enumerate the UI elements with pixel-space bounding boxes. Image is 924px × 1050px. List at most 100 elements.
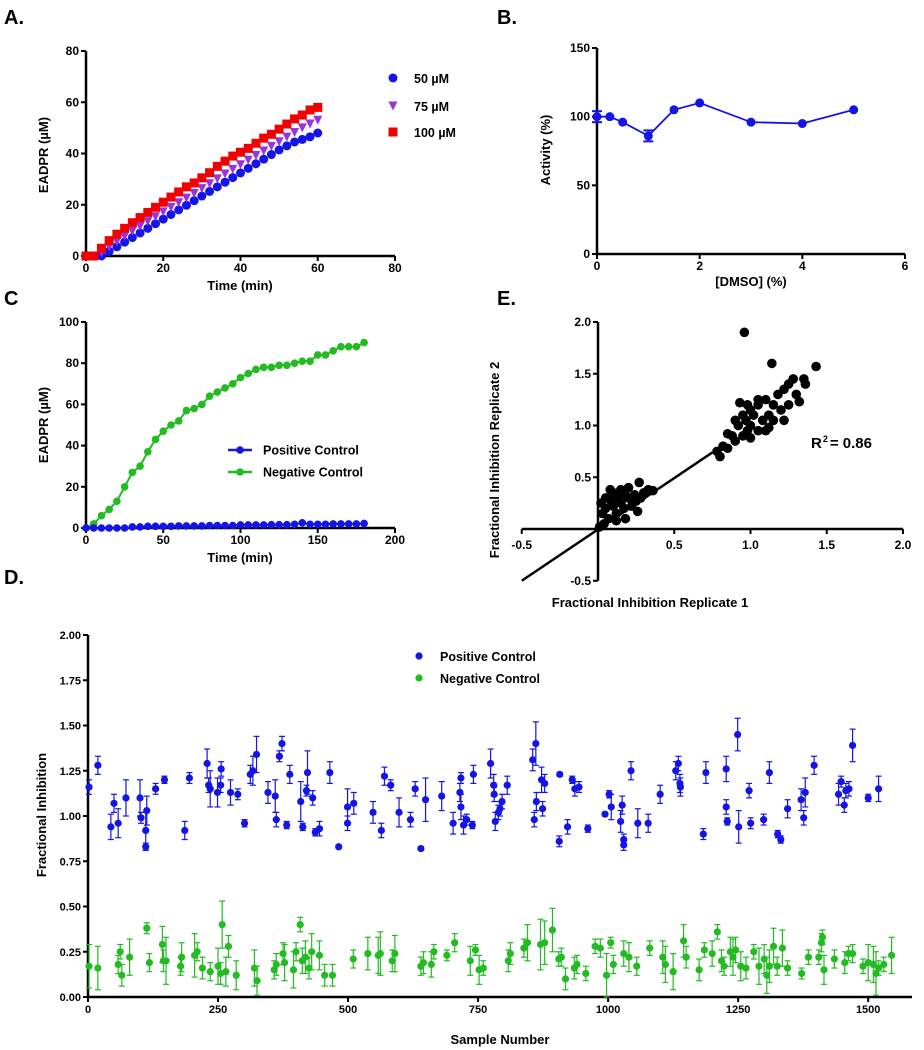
data-point (182, 522, 191, 530)
y-axis-label: EADPR (µM) (36, 387, 51, 463)
panel-a: 0 20 40 60 80 0 20 40 60 80 Time (min) EADPR (µM) A.… (4, 7, 456, 293)
y-tick-label: 2.0 (574, 315, 591, 329)
data-point (259, 363, 268, 372)
data-point (206, 968, 214, 976)
data-point (252, 750, 261, 759)
data-point (112, 229, 122, 239)
data-point (490, 790, 498, 798)
data-point (601, 810, 609, 818)
legend-label: 100 µM (414, 126, 456, 140)
x-tick-label: 150 (308, 533, 328, 547)
data-point (236, 160, 245, 170)
data-point (486, 759, 495, 768)
data-point (118, 971, 126, 979)
data-point (742, 964, 750, 972)
data-point (427, 960, 435, 969)
data-point (449, 819, 457, 827)
y-tick-label: 0 (72, 521, 79, 535)
data-point (557, 953, 565, 961)
data-point (335, 843, 343, 851)
data-point (840, 801, 848, 809)
legend-label: Positive Control (440, 650, 536, 664)
data-point (82, 524, 90, 532)
data-point (136, 523, 144, 531)
data-point (695, 98, 705, 108)
data-point (283, 821, 291, 829)
data-point (778, 944, 786, 952)
data-point (798, 969, 806, 978)
data-point (561, 975, 570, 983)
data-point (234, 790, 242, 798)
data-point (113, 524, 121, 532)
data-point (182, 406, 191, 415)
data-point (573, 960, 581, 969)
data-point (251, 151, 261, 161)
data-point (105, 524, 113, 532)
data-point (189, 178, 199, 188)
x-tick-label: 0 (83, 533, 90, 547)
data-point (617, 817, 625, 826)
data-point (158, 940, 166, 949)
data-point (290, 359, 299, 368)
data-point (116, 948, 124, 956)
data-point (607, 939, 615, 947)
data-point (251, 138, 261, 148)
panel-label: A. (4, 7, 24, 29)
x-tick-label: 1250 (726, 1004, 750, 1016)
data-point (252, 521, 260, 529)
data-point (391, 949, 399, 958)
data-point (96, 243, 106, 253)
data-point (240, 819, 249, 827)
data-point (313, 520, 322, 529)
data-point (120, 223, 130, 233)
data-point (181, 193, 191, 203)
data-point (555, 837, 563, 845)
data-point (380, 772, 389, 780)
data-point (313, 351, 322, 359)
data-point (213, 521, 222, 530)
x-tick-label: 80 (388, 261, 402, 275)
data-point (113, 497, 121, 506)
data-point (605, 112, 615, 122)
data-point (722, 428, 733, 439)
data-point (746, 117, 756, 127)
data-point (643, 131, 653, 141)
data-point (459, 821, 468, 829)
data-point (166, 202, 176, 212)
y-tick-label: 20 (66, 480, 80, 494)
data-point (198, 964, 207, 972)
data-point (783, 805, 792, 813)
x-tick-label: 1.5 (818, 538, 835, 552)
data-point (104, 236, 114, 246)
data-point (189, 188, 199, 198)
data-point (143, 217, 153, 227)
data-point (197, 173, 207, 183)
data-point (783, 400, 794, 410)
y-tick-label: 0 (72, 249, 79, 263)
data-point (259, 146, 269, 156)
data-point (224, 942, 233, 950)
data-point (264, 788, 272, 797)
data-point (205, 521, 214, 530)
data-point (859, 962, 867, 970)
data-point (563, 823, 572, 831)
data-point (290, 520, 299, 529)
data-point (360, 519, 368, 528)
data-point (110, 799, 118, 807)
data-point (151, 435, 160, 444)
data-point (305, 105, 315, 115)
data-point (85, 962, 93, 970)
data-point (120, 524, 129, 532)
data-point (198, 522, 206, 530)
data-point (297, 123, 307, 133)
data-point (81, 251, 91, 261)
data-point (159, 427, 168, 435)
data-point (136, 794, 144, 802)
data-point (313, 115, 323, 125)
data-point (880, 960, 888, 969)
data-point (221, 384, 229, 392)
data-point (167, 421, 175, 429)
data-point (283, 361, 291, 370)
data-point (259, 154, 269, 164)
data-point (309, 794, 317, 802)
